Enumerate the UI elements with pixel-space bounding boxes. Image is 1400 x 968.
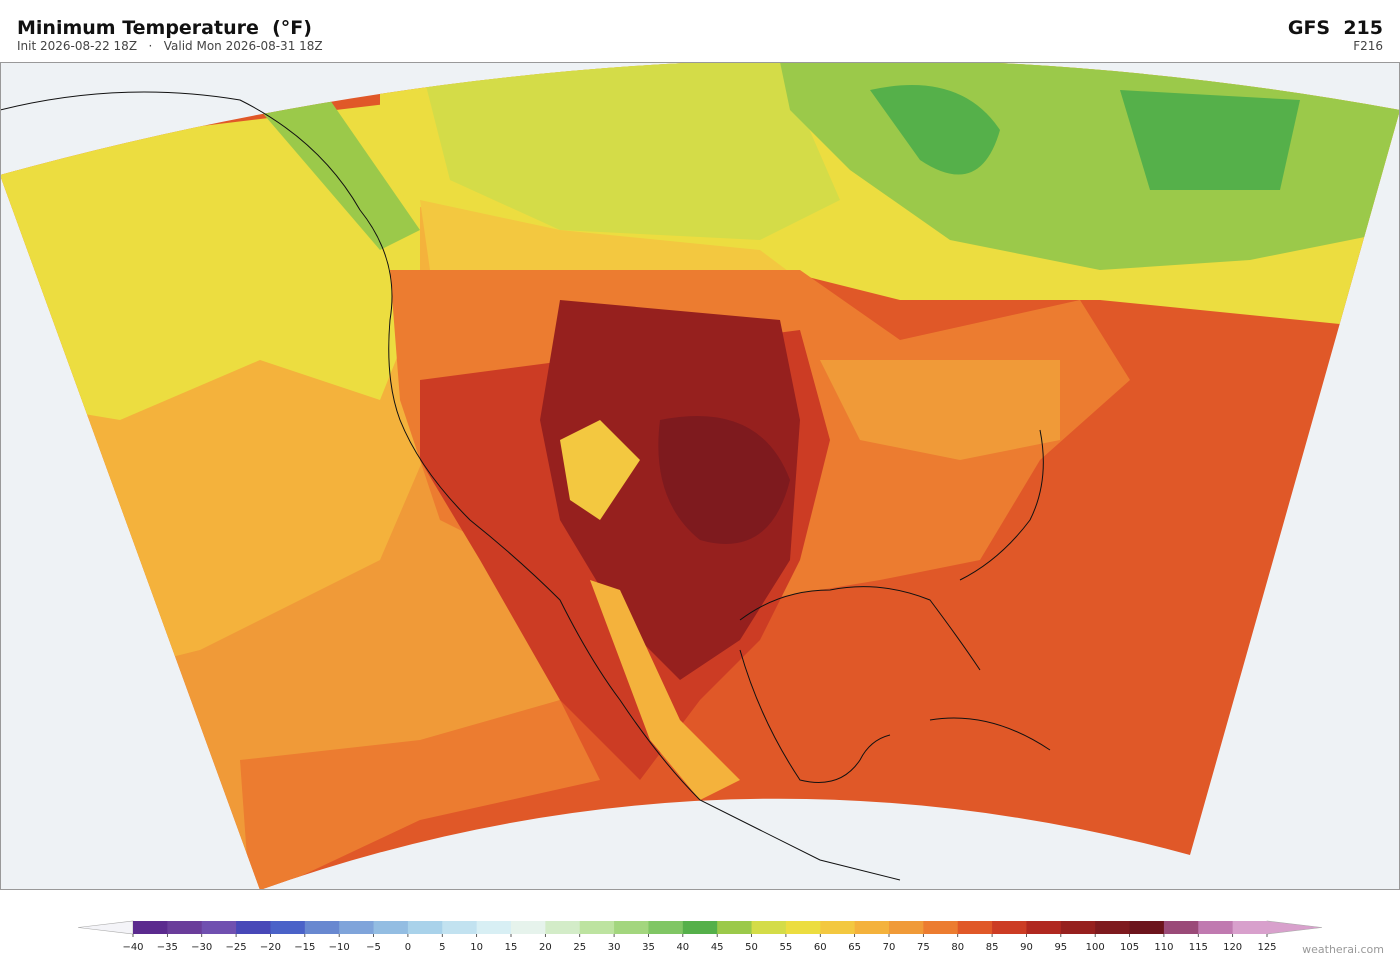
colorbar-tick-label: −10: [329, 942, 350, 953]
colorbar-bin: [133, 921, 168, 934]
colorbar-tick-label: 0: [405, 942, 411, 953]
colorbar-tick-label: 60: [814, 942, 827, 953]
colorbar-bin: [373, 921, 409, 934]
colorbar-tick-label: 30: [608, 942, 621, 953]
colorbar-bin: [476, 921, 512, 934]
title: Minimum Temperature (°F): [17, 17, 312, 39]
colorbar-tick-label: 125: [1257, 942, 1276, 953]
colorbar-bin: [614, 921, 649, 934]
colorbar-tick-label: 95: [1054, 942, 1067, 953]
colorbar-bin: [1129, 921, 1165, 934]
colorbar-bin: [167, 921, 203, 934]
forecast-hour: F216: [1353, 39, 1383, 53]
colorbar-bin: [751, 921, 787, 934]
colorbar-tick-label: 115: [1189, 942, 1208, 953]
colorbar-bin: [923, 921, 959, 934]
colorbar: −40 −35 −30 −25 −20 −15 −10 −5 0 5 10 15 20 25 30 35 40 4…: [77, 920, 1323, 953]
colorbar-tick-label: −15: [294, 942, 315, 953]
colorbar-tick-label: 90: [1020, 942, 1033, 953]
colorbar-bin: [545, 921, 581, 934]
colorbar-bin: [270, 921, 306, 934]
colorbar-bin: [785, 921, 821, 934]
colorbar-tick-label: −25: [226, 942, 247, 953]
colorbar-bin: [682, 921, 718, 934]
colorbar-bin: [648, 921, 684, 934]
colorbar-bin: [820, 921, 856, 934]
subtitle: Init 2026-08-22 18Z · Valid Mon 2026-08-…: [17, 39, 323, 53]
colorbar-tick-label: 85: [986, 942, 999, 953]
colorbar-tick-label: 120: [1223, 942, 1242, 953]
colorbar-bin: [1198, 921, 1234, 934]
colorbar-under: [77, 920, 134, 935]
colorbar-bin: [854, 921, 890, 934]
colorbar-tick-label: 80: [951, 942, 964, 953]
colorbar-bin: [579, 921, 615, 934]
colorbar-tick-label: 5: [439, 942, 445, 953]
colorbar-tick-label: 65: [848, 942, 861, 953]
colorbar-bin: [1026, 921, 1062, 934]
colorbar-bin: [1163, 921, 1199, 934]
watermark: weatherai.com: [1302, 943, 1384, 956]
model-label: GFS 215: [1288, 17, 1383, 39]
colorbar-tick-label: 110: [1154, 942, 1173, 953]
coastlines: [0, 91, 1051, 881]
colorbar-tick-label: 70: [883, 942, 896, 953]
colorbar-tick-label: 10: [470, 942, 483, 953]
colorbar-tick-label: 55: [780, 942, 793, 953]
colorbar-tick-label: −40: [122, 942, 143, 953]
colorbar-tick-label: 105: [1120, 942, 1139, 953]
colorbar-bin: [889, 921, 924, 934]
colorbar-bin: [339, 921, 375, 934]
colorbar-tick-label: 20: [539, 942, 552, 953]
colorbar-tick-label: −35: [157, 942, 178, 953]
colorbar-tick-label: 40: [676, 942, 689, 953]
colorbar-tick-label: 45: [711, 942, 724, 953]
colorbar-tick-label: −20: [260, 942, 281, 953]
colorbar-tick-label: 50: [745, 942, 758, 953]
colorbar-bin: [992, 921, 1027, 934]
colorbar-bin: [407, 921, 443, 934]
colorbar-bin: [236, 921, 271, 934]
colorbar-tick-label: −30: [191, 942, 212, 953]
colorbar-bin: [957, 921, 993, 934]
colorbar-bin: [201, 921, 237, 934]
colorbar-tick-label: 75: [917, 942, 930, 953]
colorbar-bin: [511, 921, 546, 934]
colorbar-bin: [442, 921, 478, 934]
colorbar-over: [1266, 920, 1323, 935]
colorbar-tick-label: 35: [642, 942, 655, 953]
colorbar-bin: [1095, 921, 1131, 934]
colorbar-tick-label: 25: [573, 942, 586, 953]
colorbar-bin: [1060, 921, 1096, 934]
colorbar-bin: [304, 921, 340, 934]
colorbar-bin: [717, 921, 753, 934]
colorbar-tick-label: 100: [1086, 942, 1105, 953]
colorbar-tick-label: 15: [505, 942, 518, 953]
colorbar-tick-label: −5: [366, 942, 381, 953]
colorbar-bin: [1232, 921, 1268, 934]
